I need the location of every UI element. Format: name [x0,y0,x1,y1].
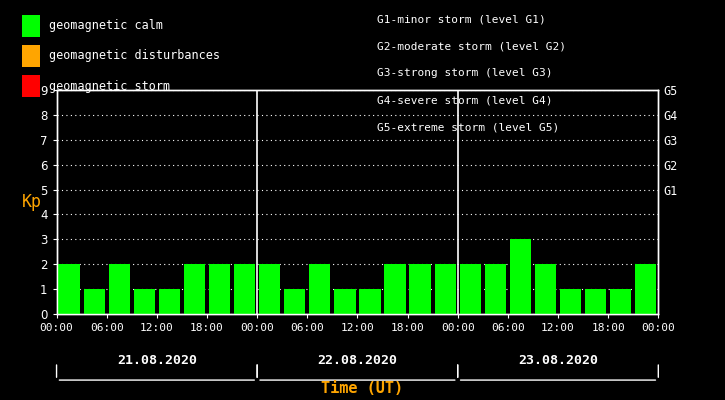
Text: G4-severe storm (level G4): G4-severe storm (level G4) [377,96,552,106]
Bar [510,239,531,314]
Text: geomagnetic disturbances: geomagnetic disturbances [49,50,220,62]
Text: 23.08.2020: 23.08.2020 [518,354,598,367]
Text: 22.08.2020: 22.08.2020 [318,354,397,367]
Bar [410,264,431,314]
Bar [184,264,205,314]
Bar [309,264,331,314]
Bar [109,264,130,314]
Bar [560,289,581,314]
Bar [83,289,105,314]
Bar [434,264,456,314]
Bar [360,289,381,314]
Text: G3-strong storm (level G3): G3-strong storm (level G3) [377,68,552,78]
Y-axis label: Kp: Kp [22,193,42,211]
Text: 21.08.2020: 21.08.2020 [117,354,197,367]
Text: geomagnetic storm: geomagnetic storm [49,80,170,92]
Bar [334,289,355,314]
Bar [234,264,255,314]
Bar [635,264,656,314]
Bar [209,264,230,314]
Bar [460,264,481,314]
Bar [585,289,606,314]
Bar [259,264,281,314]
Text: Time (UT): Time (UT) [321,381,404,396]
Text: G2-moderate storm (level G2): G2-moderate storm (level G2) [377,41,566,51]
Bar [384,264,406,314]
Text: G5-extreme storm (level G5): G5-extreme storm (level G5) [377,123,559,133]
Text: geomagnetic calm: geomagnetic calm [49,20,162,32]
Bar [59,264,80,314]
Bar [485,264,506,314]
Bar [610,289,631,314]
Bar [284,289,305,314]
Bar [133,289,155,314]
Bar [159,289,180,314]
Text: G1-minor storm (level G1): G1-minor storm (level G1) [377,14,546,24]
Bar [535,264,556,314]
